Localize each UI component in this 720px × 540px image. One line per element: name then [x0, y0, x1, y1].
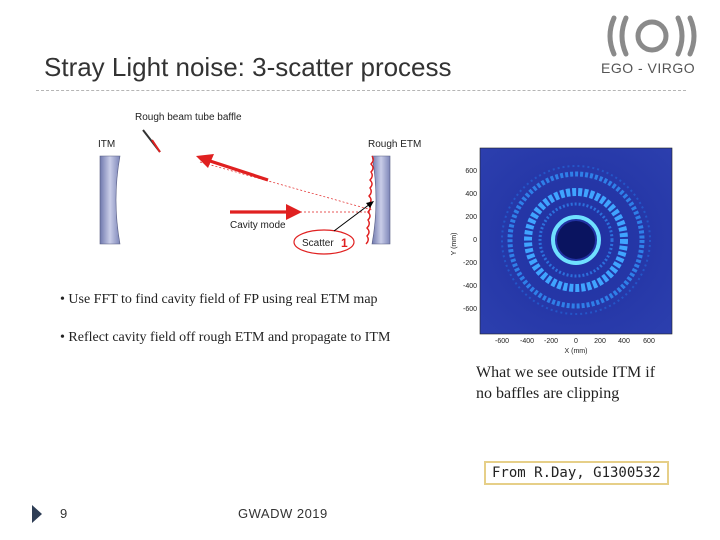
- x-tick-200: 200: [594, 338, 606, 345]
- bright-ring: [551, 215, 601, 265]
- slide-title: Stray Light noise: 3-scatter process: [44, 52, 452, 82]
- etm-label: Rough ETM: [368, 139, 421, 150]
- scatter-number: 1: [341, 236, 348, 250]
- y-tick-neg400: -400: [463, 283, 477, 290]
- caption-line-2: no baffles are clipping: [476, 385, 620, 402]
- bullet-fft: • Use FFT to find cavity field of FP usi…: [60, 292, 378, 307]
- itm-field-plot: 600 400 200 0 -200 -400 -600 Y (mm) -600…: [451, 147, 673, 355]
- caption-line-1: What we see outside ITM if: [476, 364, 656, 381]
- cavity-mode-label: Cavity mode: [230, 220, 286, 231]
- y-tick-400: 400: [465, 191, 477, 198]
- organization-name: EGO - VIRGO: [601, 60, 696, 76]
- scatter-diagram: ITM Rough ETM Rough beam tube baffle Cav…: [98, 112, 421, 255]
- x-tick-neg600: -600: [495, 338, 509, 345]
- ego-virgo-logo: [607, 15, 697, 57]
- footer-arrow-icon: [32, 505, 42, 523]
- y-tick-0: 0: [473, 237, 477, 244]
- itm-label: ITM: [98, 139, 115, 150]
- scatter-callout: [293, 229, 355, 255]
- plot-caption: What we see outside ITM if no baffles ar…: [476, 362, 716, 404]
- x-tick-neg200: -200: [544, 338, 558, 345]
- scatter-path-to-itm: [199, 161, 373, 211]
- scatter-arrow: [209, 159, 269, 182]
- etm-mirror: [371, 155, 391, 245]
- y-tick-neg200: -200: [463, 260, 477, 267]
- x-axis-label: X (mm): [565, 348, 588, 355]
- bullet-reflect: • Reflect cavity field off rough ETM and…: [60, 330, 391, 345]
- scatter-pointer: [333, 203, 371, 232]
- speckle-ring: [524, 188, 628, 292]
- source-citation: From R.Day, G1300532: [484, 461, 669, 485]
- y-axis-label: Y (mm): [451, 233, 458, 256]
- rough-etm-surface: [365, 155, 374, 245]
- baffle-label: Rough beam tube baffle: [135, 112, 242, 123]
- y-tick-neg600: -600: [463, 306, 477, 313]
- y-tick-200: 200: [465, 214, 477, 221]
- header-divider: [36, 90, 686, 91]
- footer-event: GWADW 2019: [238, 506, 328, 521]
- x-tick-0: 0: [574, 338, 578, 345]
- x-tick-400: 400: [618, 338, 630, 345]
- x-tick-600: 600: [643, 338, 655, 345]
- x-tick-neg400: -400: [520, 338, 534, 345]
- scatter-label: Scatter: [302, 238, 334, 249]
- dark-core: [557, 221, 595, 259]
- y-tick-600: 600: [465, 168, 477, 175]
- itm-mirror: [99, 155, 121, 245]
- page-number: 9: [60, 506, 68, 521]
